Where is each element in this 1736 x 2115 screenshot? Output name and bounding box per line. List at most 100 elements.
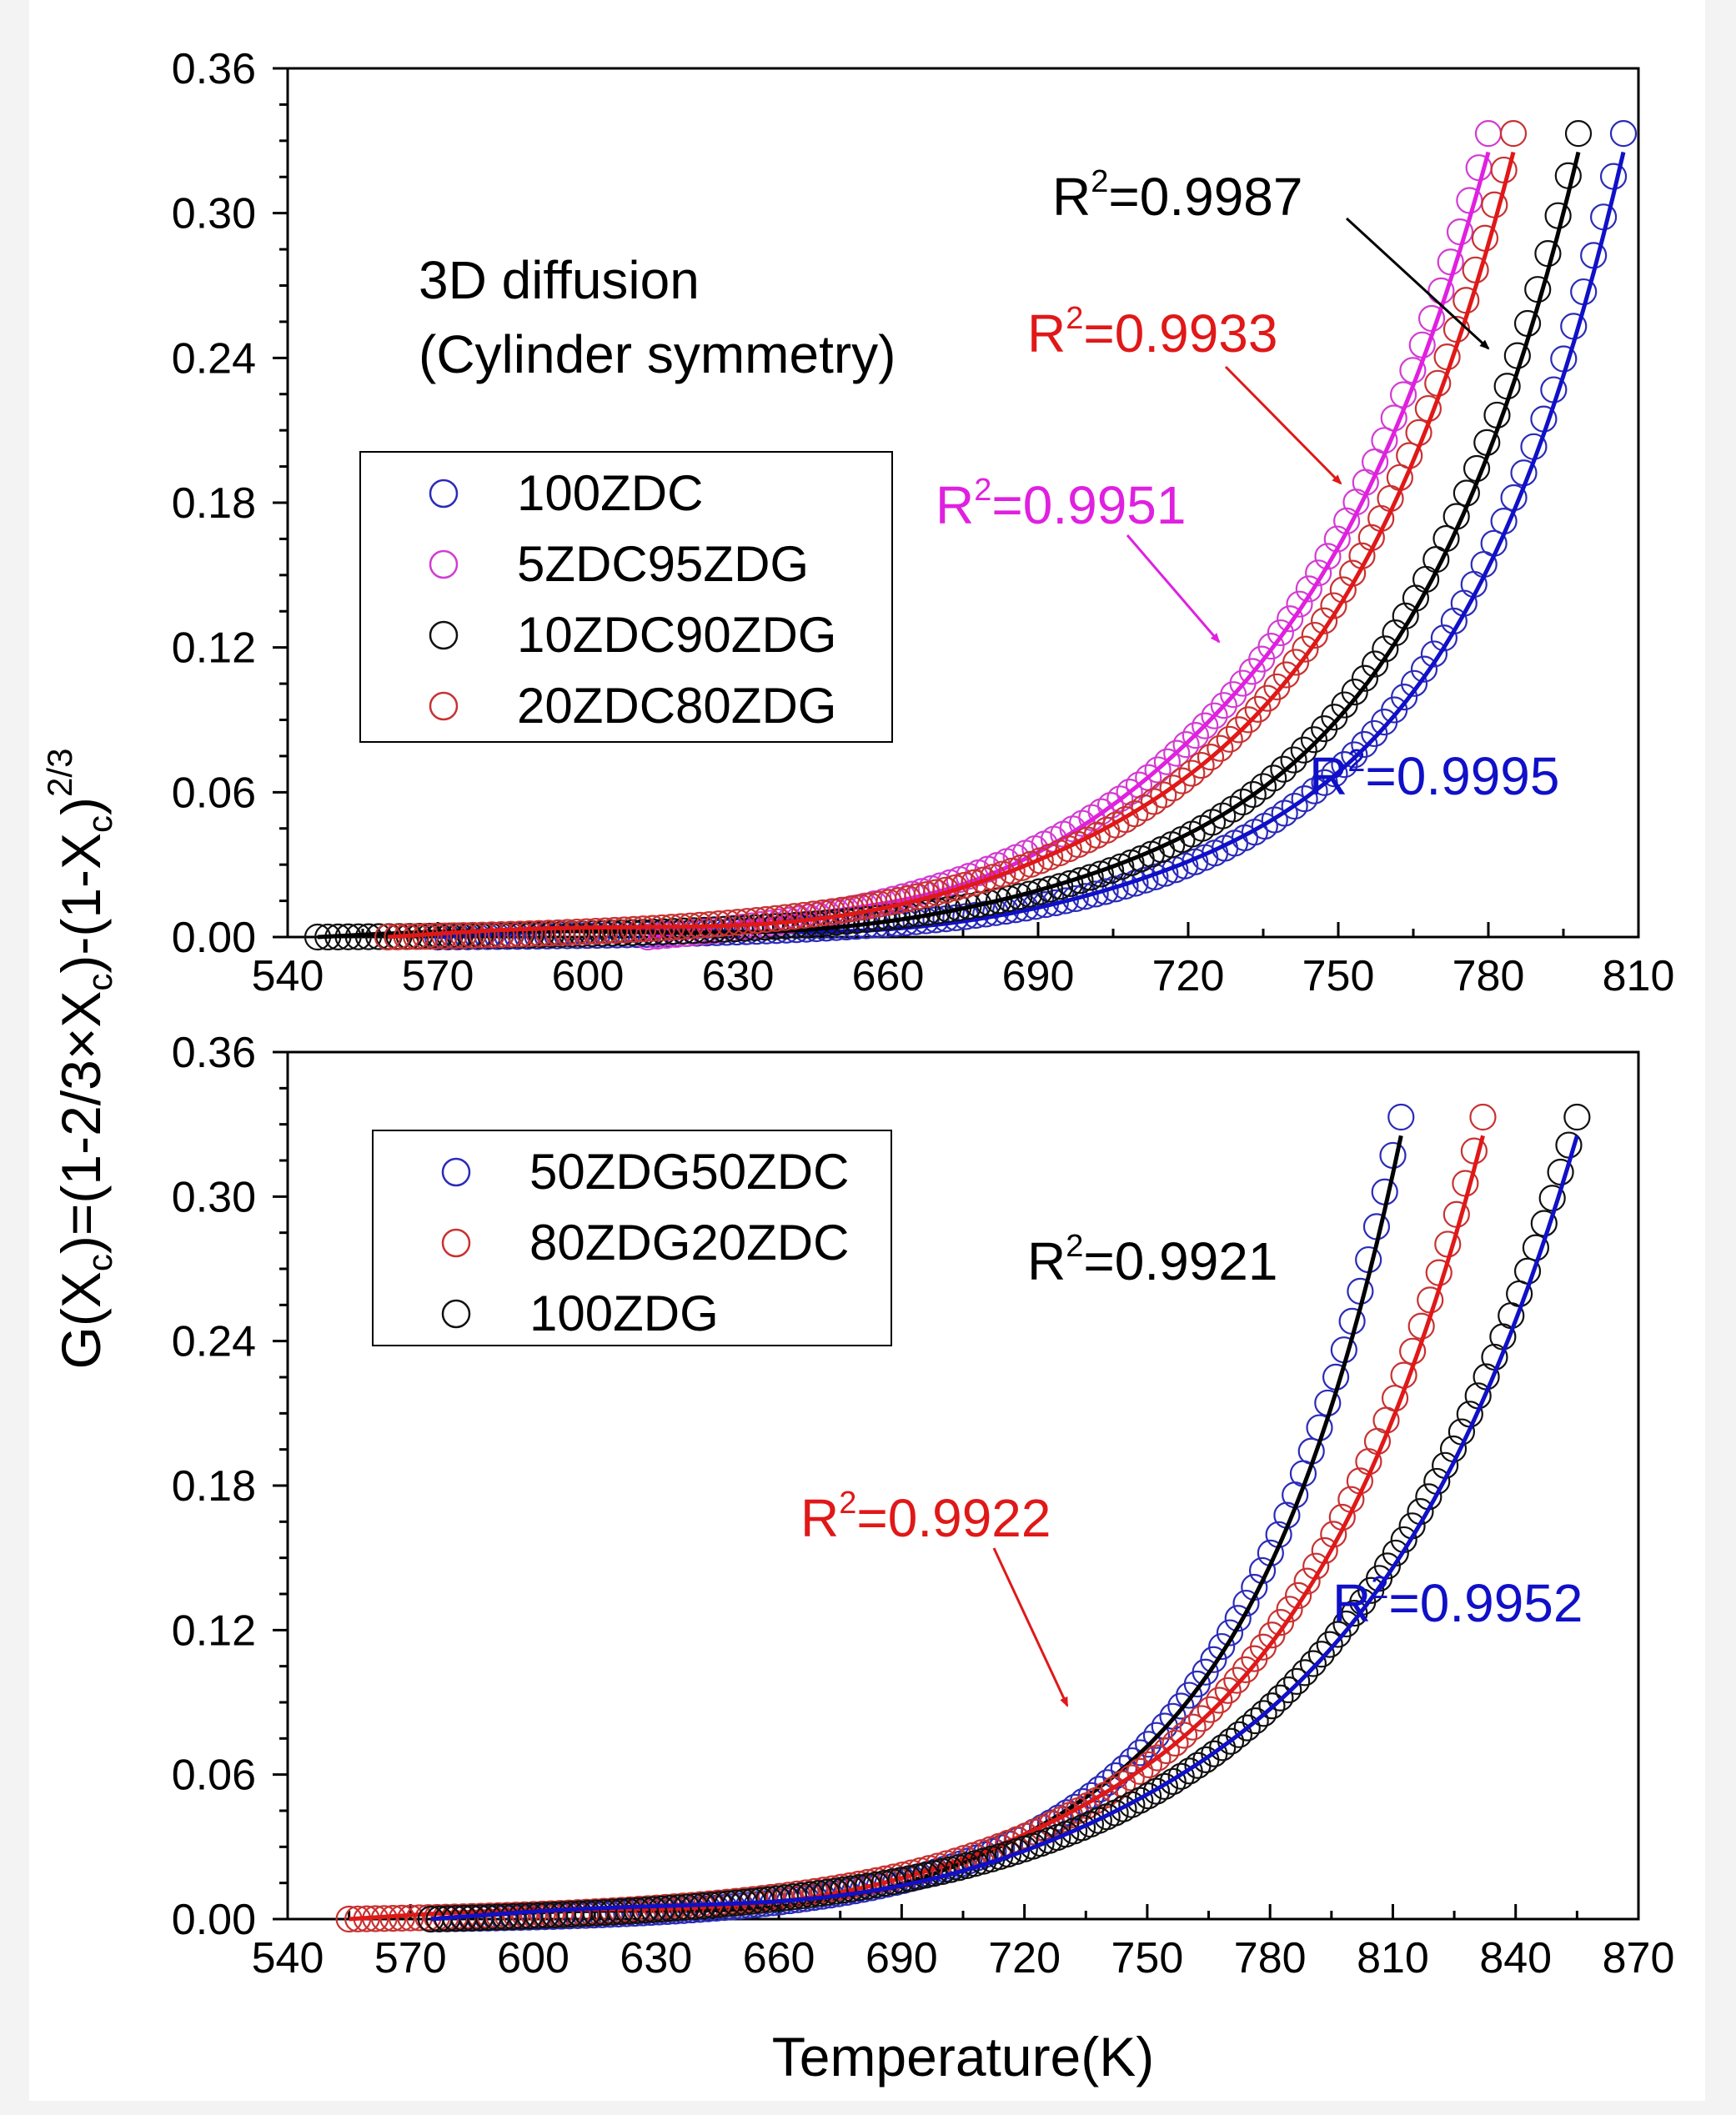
data-point [996,885,1023,913]
data-point [856,892,884,920]
data-point [1305,559,1332,587]
r2-value: =0.9995 [1365,746,1559,806]
x-tick-label: 660 [852,952,925,1000]
data-point [1207,734,1234,762]
data-point [1301,621,1328,649]
y-title-sub: c [80,974,119,991]
data-point [1209,1734,1237,1762]
data-point [1260,764,1287,792]
data-point [680,917,708,945]
data-point [828,896,855,924]
data-point [1276,1596,1303,1623]
data-point [1341,678,1368,706]
data-point [1361,719,1388,748]
data-point [951,871,979,900]
x-tick-label: 570 [402,952,474,1000]
data-point [440,922,468,950]
r2-value: =0.9951 [991,475,1186,535]
r2-value: =0.9933 [1083,303,1277,363]
r2-label-100ZDC: R2=0.9995 [1309,744,1559,806]
legend-marker [429,479,459,509]
r2-sup: 2 [1347,744,1365,779]
data-point [488,920,515,949]
data-point [1081,880,1109,908]
data-point [1208,1632,1236,1661]
data-point [1499,120,1528,148]
y-tick-label: 0.30 [172,190,256,238]
x-tick-label: 750 [1111,1934,1184,1982]
legend-marker [429,691,459,721]
data-point [690,916,718,944]
y-tick-label: 0.06 [172,769,256,817]
data-point [1210,692,1237,719]
data-point [1045,1804,1072,1832]
data-point [1261,806,1288,834]
x-tick-label: 540 [252,952,324,1000]
data-point [1225,716,1253,744]
x-tick-label: 780 [1234,1934,1307,1982]
data-point [1091,878,1119,905]
data-point [1187,751,1215,779]
r2-letter: R [1309,746,1347,806]
x-tick-label: 750 [1302,952,1375,1000]
data-point [1216,725,1243,753]
data-point [1201,702,1228,729]
data-point [724,909,751,936]
data-point [1144,1744,1172,1772]
r2-sup: 2 [1091,164,1108,199]
data-point [1267,1684,1294,1712]
data-point [1159,774,1187,802]
x-tick-label: 720 [1152,952,1225,1000]
data-point [1271,799,1298,827]
x-tick-label: 600 [552,952,625,1000]
data-point [1311,769,1338,796]
data-point [610,916,638,944]
data-point [1564,120,1593,148]
data-point [1206,1686,1233,1714]
data-point [1275,1676,1302,1704]
data-point [912,1862,940,1889]
data-point [1188,1705,1216,1732]
x-tick-label: 630 [702,952,775,1000]
data-point [837,895,865,923]
data-point [1142,1777,1171,1805]
data-point [1299,1650,1327,1677]
r2-label-10ZDC90ZDG: R2=0.9987 [1052,164,1302,227]
data-point [1121,800,1149,828]
data-point [573,918,600,945]
y-title-sub: c [80,815,119,833]
data-point [1332,1610,1360,1638]
data-point [1163,739,1191,767]
r2-label-5ZDC95ZDG: R2=0.9951 [936,473,1186,535]
r2-letter: R [1027,303,1066,363]
y-tick-label: 0.30 [172,1173,256,1221]
r2-sup: 2 [1066,1229,1083,1264]
legend-label: 100ZDC [517,465,703,521]
legend-label: 50ZDG50ZDC [529,1144,849,1200]
r2-label-100ZDG: R2=0.9952 [1332,1571,1583,1633]
legend-marker [429,549,459,579]
data-point [1286,590,1313,618]
data-point [1270,755,1297,783]
data-point [1135,1751,1162,1779]
data-point [819,1875,846,1902]
data-point [780,903,808,930]
data-point [478,921,505,949]
data-point [975,889,1002,916]
data-point [1280,746,1307,774]
data-point [1225,1721,1253,1748]
fit-line [430,1135,1579,1922]
data-point [459,921,487,950]
data-point [1281,792,1308,820]
data-point [1250,1700,1277,1727]
data-point [1041,889,1069,916]
data-point [1300,726,1328,754]
r2-letter: R [1027,1231,1066,1291]
r2-sup: 2 [974,473,991,508]
data-point [1590,203,1618,231]
data-point [1235,706,1262,734]
y-tick-label: 0.36 [172,1029,256,1077]
data-point [790,901,818,930]
data-point [1291,1659,1319,1686]
data-point [1321,760,1348,788]
